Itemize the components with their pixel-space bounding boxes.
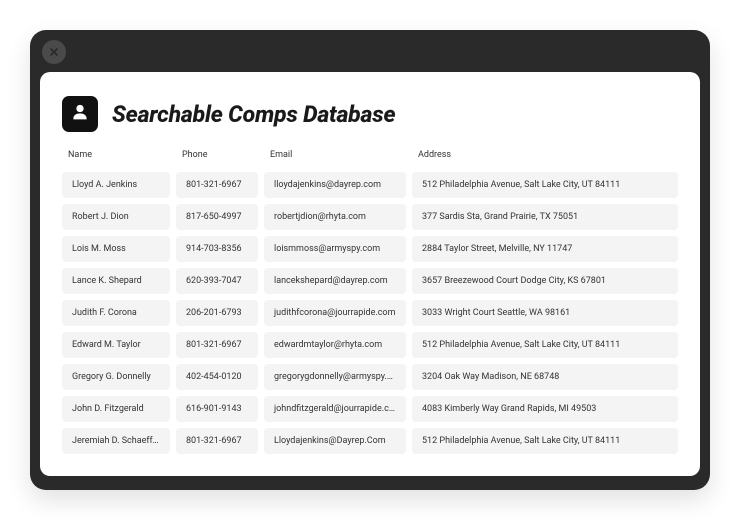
header: Searchable Comps Database xyxy=(62,96,678,132)
table-cell: gregorygdonnelly@armyspy.com xyxy=(264,364,406,390)
close-button[interactable] xyxy=(42,40,66,64)
table-cell: 3657 Breezewood Court Dodge City, KS 678… xyxy=(412,268,678,294)
table-cell: 616-901-9143 xyxy=(176,396,258,422)
table-cell: 2884 Taylor Street, Melville, NY 11747 xyxy=(412,236,678,262)
table-cell: johndfitzgerald@jourrapide.com xyxy=(264,396,406,422)
close-icon xyxy=(48,43,60,62)
table-cell: Edward M. Taylor xyxy=(62,332,170,358)
table-cell: 801-321-6967 xyxy=(176,332,258,358)
table-cell: Lance K. Shepard xyxy=(62,268,170,294)
table-cell: Gregory G. Donnelly xyxy=(62,364,170,390)
window-frame: Searchable Comps Database Name Phone Email… xyxy=(30,30,710,490)
table-cell: 914-703-8356 xyxy=(176,236,258,262)
person-icon xyxy=(69,101,91,127)
column-header: Address xyxy=(412,150,678,166)
table-cell: 817-650-4997 xyxy=(176,204,258,230)
column-header: Phone xyxy=(176,150,258,166)
table-cell: judithfcorona@jourrapide.com xyxy=(264,300,406,326)
table-cell: 4083 Kimberly Way Grand Rapids, MI 49503 xyxy=(412,396,678,422)
column-header: Name xyxy=(62,150,170,166)
table-cell: 402-454-0120 xyxy=(176,364,258,390)
table-cell: lancekshepard@dayrep.com xyxy=(264,268,406,294)
table-cell: Robert J. Dion xyxy=(62,204,170,230)
header-icon-box xyxy=(62,96,98,132)
table-cell: Lloydajenkins@Dayrep.Com xyxy=(264,428,406,454)
table-cell: 512 Philadelphia Avenue, Salt Lake City,… xyxy=(412,428,678,454)
table-cell: 3033 Wright Court Seattle, WA 98161 xyxy=(412,300,678,326)
table-cell: Lloyd A. Jenkins xyxy=(62,172,170,198)
table-cell: 620-393-7047 xyxy=(176,268,258,294)
table-cell: loismmoss@armyspy.com xyxy=(264,236,406,262)
table-cell: edwardmtaylor@rhyta.com xyxy=(264,332,406,358)
table-cell: robertjdion@rhyta.com xyxy=(264,204,406,230)
card: Searchable Comps Database Name Phone Email… xyxy=(40,72,700,476)
table-cell: 206-201-6793 xyxy=(176,300,258,326)
table-cell: 801-321-6967 xyxy=(176,428,258,454)
table-cell: lloydajenkins@dayrep.com xyxy=(264,172,406,198)
table-cell: John D. Fitzgerald xyxy=(62,396,170,422)
table-cell: 512 Philadelphia Avenue, Salt Lake City,… xyxy=(412,332,678,358)
table-cell: Lois M. Moss xyxy=(62,236,170,262)
table-cell: Judith F. Corona xyxy=(62,300,170,326)
page-title: Searchable Comps Database xyxy=(112,101,395,128)
table-cell: Jeremiah D. Schaeffer xyxy=(62,428,170,454)
data-grid: NamePhoneEmailAddressLloyd A. Jenkins801… xyxy=(62,150,678,454)
table-cell: 3204 Oak Way Madison, NE 68748 xyxy=(412,364,678,390)
column-header: Email xyxy=(264,150,406,166)
table-cell: 377 Sardis Sta, Grand Prairie, TX 75051 xyxy=(412,204,678,230)
table-cell: 512 Philadelphia Avenue, Salt Lake City,… xyxy=(412,172,678,198)
table-cell: 801-321-6967 xyxy=(176,172,258,198)
